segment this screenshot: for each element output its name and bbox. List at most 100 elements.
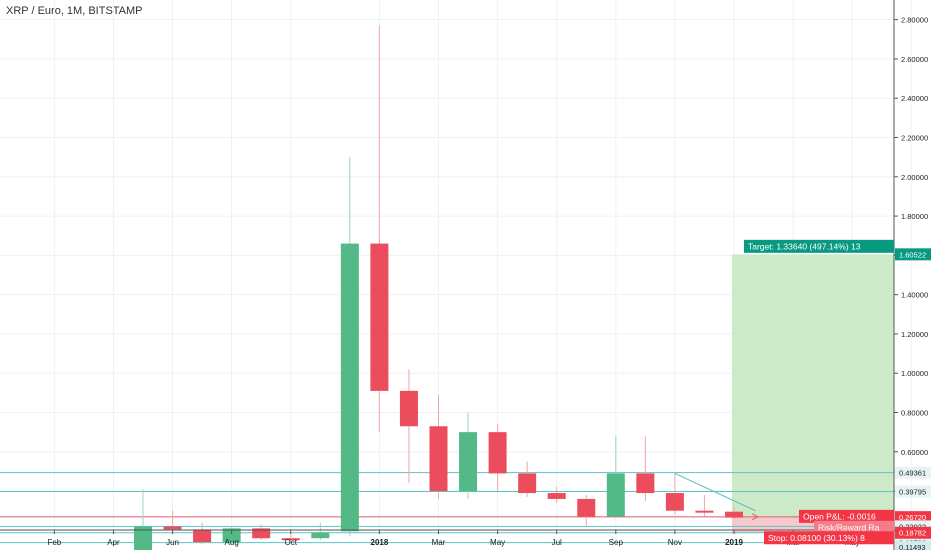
price-tag: 0.11493 — [895, 541, 931, 550]
candle-body — [134, 526, 152, 550]
candle-body — [606, 473, 625, 517]
price-tag-label: 1.60522 — [899, 250, 926, 259]
candle-body — [488, 432, 507, 474]
time-tick-label: Apr — [107, 538, 120, 547]
candle — [488, 424, 507, 492]
price-tick-label: 2.40000 — [901, 94, 928, 103]
target-label: Target: 1.33640 (497.14%) 13 — [744, 239, 894, 253]
candle — [665, 473, 684, 515]
price-tick-label: 0.60000 — [901, 448, 928, 457]
price-tick-label: 2.20000 — [901, 134, 928, 143]
price-tag-label: 0.18782 — [899, 529, 926, 538]
candle — [281, 534, 300, 543]
open-pnl-label-bg — [799, 509, 894, 523]
price-tag-bg — [895, 541, 931, 550]
target-label-text: Target: 1.33640 (497.14%) 13 — [748, 241, 861, 251]
time-tick-label: 2019 — [725, 538, 743, 547]
price-tick-label: 2.60000 — [901, 55, 928, 64]
price-tag-bg — [895, 485, 931, 498]
price-tag-label: 0.39795 — [899, 487, 926, 496]
time-tick-label: Aug — [225, 538, 239, 547]
time-tick-label: Nov — [668, 538, 682, 547]
candle — [134, 489, 152, 550]
risk-reward-label-bg — [814, 520, 894, 534]
candle — [636, 436, 655, 501]
price-tag-bg — [895, 248, 931, 261]
risk-reward-label: Risk/Reward Ra — [814, 520, 894, 534]
chart-title: XRP / Euro, 1M, BITSTAMP — [6, 5, 143, 17]
candle-body — [459, 432, 478, 492]
candle — [311, 522, 330, 541]
candle — [193, 522, 212, 545]
time-tick-label: 2018 — [371, 538, 389, 547]
price-tick-label: 1.20000 — [901, 330, 928, 339]
open-pnl-label-text: Open P&L: -0.0016 — [803, 511, 876, 521]
time-tick-label: Mar — [432, 538, 446, 547]
candle-body — [577, 498, 596, 517]
candle-body — [281, 538, 300, 541]
candle-body — [370, 243, 389, 391]
time-tick-label: May — [490, 538, 505, 547]
candle-body — [518, 473, 537, 494]
candle-body — [193, 529, 212, 543]
candle — [725, 506, 743, 519]
profit-zone[interactable] — [732, 254, 894, 517]
price-tick-label: 2.00000 — [901, 173, 928, 182]
price-tag-label: 0.11493 — [899, 543, 926, 550]
price-tags: 1.605220.493610.397950.268820.267200.220… — [895, 248, 931, 550]
open-pnl-label: Open P&L: -0.0016 — [799, 509, 894, 523]
candle — [340, 157, 359, 537]
candle — [606, 436, 625, 519]
price-tick-label: 2.80000 — [901, 16, 928, 25]
candle-body — [695, 510, 714, 513]
trend-line[interactable] — [674, 472, 756, 512]
candle — [399, 369, 418, 484]
price-tag-bg — [895, 511, 931, 524]
stop-label-text: Stop: 0.08100 (30.13%) 8 — [768, 533, 865, 543]
position-labels: Target: 1.33640 (497.14%) 13 Open P&L: -0… — [744, 239, 894, 545]
time-tick-label: Oct — [285, 538, 298, 547]
candle — [429, 394, 448, 499]
candle-body — [222, 528, 241, 543]
price-tag: 0.26720 — [895, 511, 931, 524]
time-tick-label: Sep — [609, 538, 624, 547]
candle-body — [311, 532, 330, 539]
candle — [577, 495, 596, 527]
candles — [134, 25, 743, 550]
candle-body — [252, 528, 271, 539]
price-tick-label: 0.80000 — [901, 409, 928, 418]
risk-reward-label-text: Risk/Reward Ra — [818, 522, 880, 532]
candle — [222, 526, 241, 545]
price-tick-label: 1.80000 — [901, 212, 928, 221]
candle-body — [725, 511, 743, 518]
candle — [370, 25, 389, 433]
grid — [0, 0, 912, 531]
price-tag: 0.49361 — [895, 466, 931, 479]
stop-label-bg — [764, 531, 894, 545]
candle — [252, 524, 271, 541]
time-axis[interactable]: FebAprJunAugOct2018MarMayJulSepNov2019Ma… — [0, 529, 917, 547]
time-tick-label: Feb — [47, 538, 61, 547]
time-tick-label: Jul — [552, 538, 562, 547]
price-tag-label: 0.26720 — [899, 513, 926, 522]
candle-body — [665, 493, 684, 511]
candle — [547, 487, 566, 503]
trendline[interactable] — [674, 472, 760, 521]
target-label-bg — [744, 239, 894, 253]
stop-label: Stop: 0.08100 (30.13%) 8 — [764, 531, 894, 545]
price-tag-label: 0.49361 — [899, 469, 926, 478]
price-tag-bg — [895, 466, 931, 479]
candle-body — [429, 426, 448, 492]
candle-body — [340, 243, 359, 532]
time-tick-label: Jun — [166, 538, 179, 547]
candle-body — [547, 493, 566, 499]
candle — [695, 495, 714, 517]
candle — [459, 412, 478, 499]
price-tag: 0.39795 — [895, 485, 931, 498]
entry-arrow — [751, 513, 760, 521]
price-tick-label: 1.00000 — [901, 369, 928, 378]
candle-body — [636, 473, 655, 494]
price-tag: 0.18782 — [895, 526, 931, 539]
price-tag: 1.60522 — [895, 248, 931, 261]
